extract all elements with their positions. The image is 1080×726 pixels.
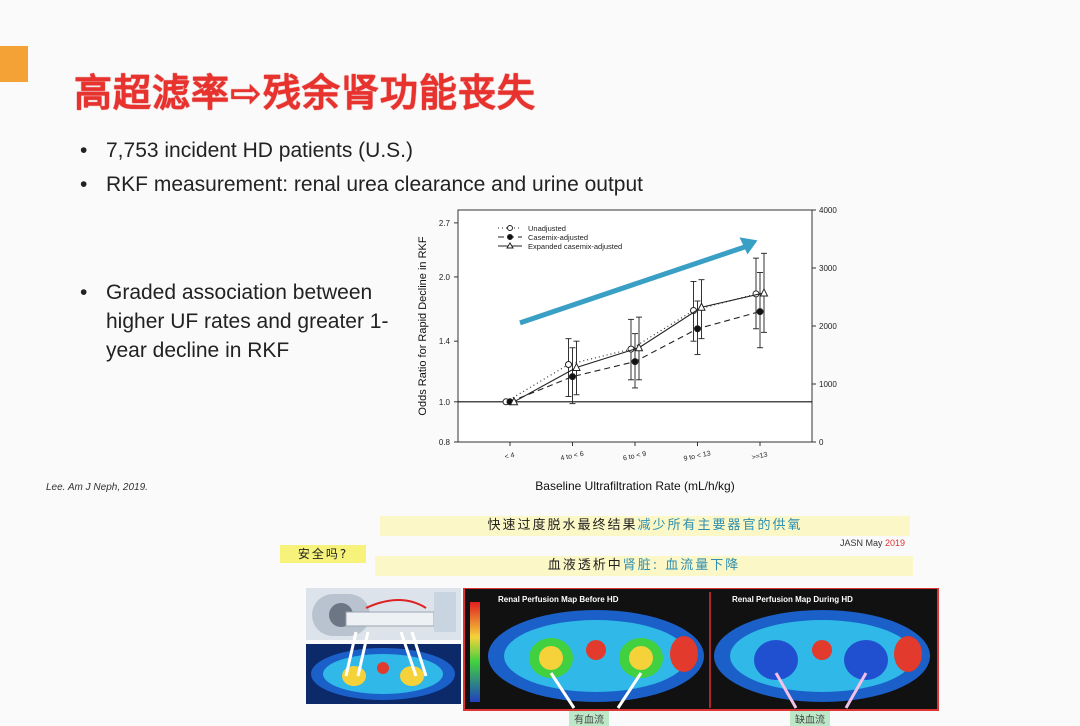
y-tick-label: 1.0: [439, 398, 451, 407]
data-point: [697, 302, 706, 311]
y-tick-label: 1.4: [439, 337, 451, 346]
jasn-year: 2019: [885, 538, 906, 548]
bullet-graded-association: Graded association between higher UF rat…: [80, 278, 426, 365]
label-no-flow: 缺血流: [790, 711, 830, 726]
y-tick-label: 2.7: [439, 219, 451, 228]
panel-before-title: Renal Perfusion Map Before HD: [498, 595, 619, 604]
label-with-flow: 有血流: [569, 711, 609, 726]
legend-marker: [506, 242, 514, 249]
caption-hd-kidney: 血液透析中肾脏: 血流量下降: [375, 556, 913, 576]
bullet-patients: 7,753 incident HD patients (U.S.): [80, 134, 643, 168]
accent-bar: [0, 46, 28, 82]
data-point: [509, 396, 519, 406]
data-point: [759, 287, 769, 297]
caption-dehydration-b: 减少所有主要器官的供氧: [637, 518, 803, 533]
legend-label: Casemix-adjusted: [528, 233, 588, 242]
renal-perfusion-images: Renal Perfusion Map Before HD Renal Perf…: [306, 588, 939, 711]
series-line: [505, 293, 757, 403]
caption-dehydration-a: 快速过度脱水最终结果: [487, 518, 638, 533]
x-tick-label: >=13: [751, 451, 768, 461]
caption-hd-kidney-b: 肾脏: 血流量下降: [622, 558, 741, 573]
y-tick-label: 0.8: [439, 438, 451, 447]
mri-scanner-image: [306, 588, 461, 640]
data-point: [572, 362, 581, 371]
data-point: [569, 373, 576, 381]
data-point: [634, 342, 644, 352]
caption-dehydration: 快速过度脱水最终结果减少所有主要器官的供氧: [380, 516, 910, 536]
odds-ratio-chart: 0.8 1.0 1.4 2.0 2.7 0 1000 2000 3000 4000 < 4 4 to …: [417, 206, 837, 493]
x-axis-label: Baseline Ultrafiltration Rate (mL/h/kg): [535, 479, 734, 493]
trend-arrow-head: [739, 237, 758, 255]
x-tick-label: 9 to < 13: [683, 450, 711, 463]
y-tick-label: 2.0: [439, 273, 451, 282]
bullet-rkf-measurement: RKF measurement: renal urea clearance an…: [80, 168, 643, 202]
jasn-reference: JASN May 2019: [840, 538, 905, 548]
legend-marker: [507, 225, 513, 231]
y2-tick-label: 0: [819, 438, 824, 447]
jasn-journal: JASN May: [840, 538, 886, 548]
y2-tick-label: 4000: [819, 206, 837, 215]
data-point: [756, 308, 764, 316]
trend-arrow-shaft: [519, 243, 751, 326]
y2-tick-label: 2000: [819, 322, 837, 331]
citation: Lee. Am J Neph, 2019.: [46, 482, 148, 493]
x-tick-label: 6 to < 9: [622, 451, 647, 463]
slide-title: 高超滤率⇨残余肾功能丧失: [74, 71, 536, 115]
data-point: [565, 361, 572, 369]
kidney-scan-small: [306, 631, 461, 704]
perfusion-panels: Renal Perfusion Map Before HD Renal Perf…: [463, 588, 939, 711]
safety-question: 安全吗?: [280, 545, 366, 563]
x-tick-label: < 4: [504, 452, 515, 461]
y-axis-label: Odds Ratio for Rapid Decline in RKF: [417, 236, 429, 415]
x-tick-label: 4 to < 6: [560, 451, 585, 463]
panel-during-title: Renal Perfusion Map During HD: [732, 595, 853, 604]
data-point: [694, 325, 701, 333]
legend-label: Unadjusted: [528, 224, 566, 233]
legend-marker: [507, 234, 513, 240]
bullet-list: 7,753 incident HD patients (U.S.) RKF me…: [80, 134, 643, 202]
legend-label: Expanded casemix-adjusted: [528, 242, 622, 251]
data-point: [631, 358, 639, 366]
y2-tick-label: 1000: [819, 380, 837, 389]
y2-tick-label: 3000: [819, 264, 837, 273]
caption-hd-kidney-a: 血液透析中: [547, 558, 623, 573]
